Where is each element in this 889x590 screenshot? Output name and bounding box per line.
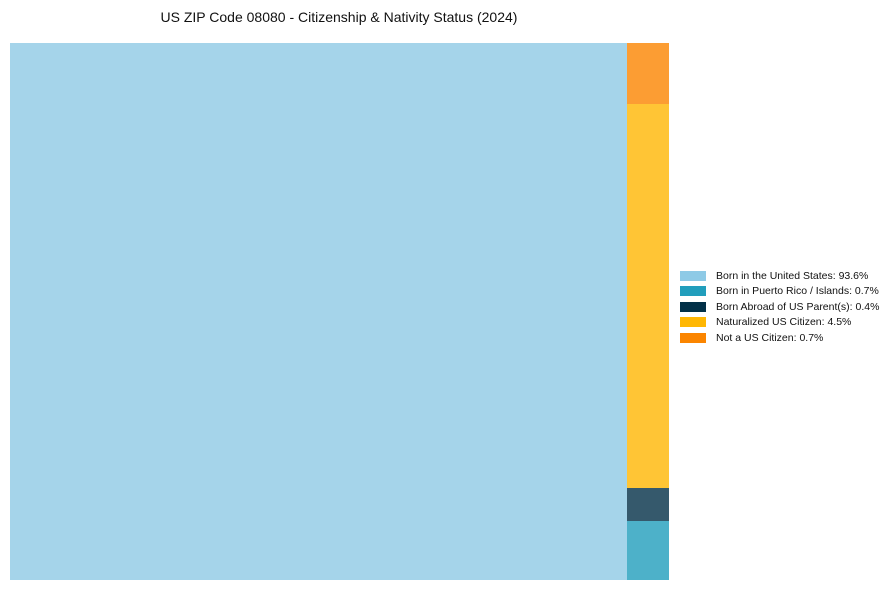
legend: Born in the United States: 93.6% Born in… bbox=[680, 268, 879, 346]
legend-item-born-puerto-rico: Born in Puerto Rico / Islands: 0.7% bbox=[680, 284, 879, 300]
legend-swatch bbox=[680, 286, 706, 297]
legend-label: Born in Puerto Rico / Islands: 0.7% bbox=[716, 285, 879, 298]
legend-item-not-citizen: Not a US Citizen: 0.7% bbox=[680, 330, 879, 346]
treemap-rect-born-in-puerto-rico-islands bbox=[627, 521, 669, 580]
treemap-rect-born-in-the-united-states bbox=[10, 43, 627, 580]
legend-item-born-abroad: Born Abroad of US Parent(s): 0.4% bbox=[680, 299, 879, 315]
legend-swatch bbox=[680, 317, 706, 328]
treemap-rect-born-abroad-of-us-parent-s bbox=[627, 488, 669, 521]
treemap-rect-naturalized-us-citizen bbox=[627, 104, 669, 488]
legend-label: Born Abroad of US Parent(s): 0.4% bbox=[716, 300, 880, 313]
treemap-plot bbox=[10, 43, 669, 580]
legend-item-born-us: Born in the United States: 93.6% bbox=[680, 268, 879, 284]
legend-swatch bbox=[680, 332, 706, 343]
legend-swatch bbox=[680, 301, 706, 312]
legend-swatch bbox=[680, 270, 706, 281]
legend-label: Born in the United States: 93.6% bbox=[716, 269, 869, 282]
treemap-rect-not-a-us-citizen bbox=[627, 43, 669, 104]
legend-label: Naturalized US Citizen: 4.5% bbox=[716, 316, 852, 329]
legend-item-naturalized: Naturalized US Citizen: 4.5% bbox=[680, 315, 879, 331]
legend-label: Not a US Citizen: 0.7% bbox=[716, 331, 824, 344]
chart-title: US ZIP Code 08080 - Citizenship & Nativi… bbox=[160, 9, 518, 25]
